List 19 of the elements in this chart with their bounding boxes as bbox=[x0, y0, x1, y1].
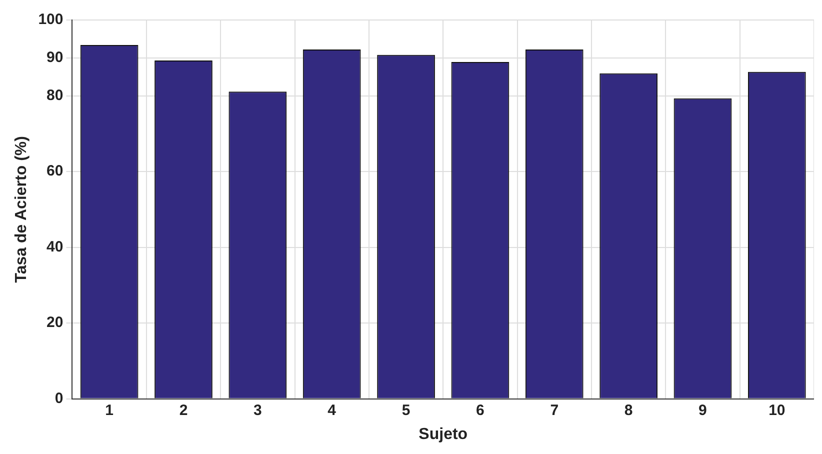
x-tick-label: 4 bbox=[328, 402, 337, 419]
x-tick-label: 5 bbox=[402, 402, 410, 419]
y-tick-label: 90 bbox=[46, 49, 64, 66]
y-tick-label: 20 bbox=[46, 314, 64, 332]
x-tick-label: 6 bbox=[476, 402, 484, 419]
y-axis-title: Tasa de Acierto (%) bbox=[13, 136, 30, 283]
x-axis-title: Sujeto bbox=[418, 426, 468, 443]
x-tick-label: 8 bbox=[624, 402, 633, 419]
x-tick-label: 7 bbox=[550, 402, 559, 419]
x-tick-label: 9 bbox=[698, 402, 707, 419]
y-tick-label: 40 bbox=[46, 238, 64, 256]
x-tick-label: 2 bbox=[179, 402, 188, 419]
x-tick-label: 3 bbox=[254, 402, 262, 419]
y-tick-label: 60 bbox=[46, 162, 64, 180]
y-tick-label: 80 bbox=[46, 86, 64, 104]
y-tick-label: 0 bbox=[54, 390, 64, 407]
x-tick-label: 10 bbox=[768, 402, 786, 419]
x-tick-label: 1 bbox=[105, 402, 114, 419]
y-tick-label: 100 bbox=[38, 11, 64, 28]
